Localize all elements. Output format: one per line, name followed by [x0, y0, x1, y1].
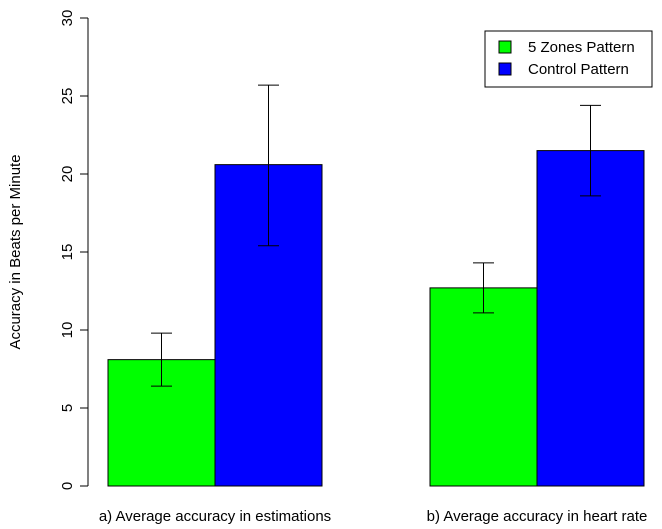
y-tick-label: 0	[59, 482, 76, 490]
y-tick-label: 20	[59, 166, 76, 183]
bar	[429, 287, 538, 487]
error-bars	[151, 84, 601, 387]
y-tick-label: 25	[59, 88, 76, 105]
legend-label: Control Pattern	[528, 61, 629, 78]
legend-swatch	[498, 40, 512, 54]
y-axis-title: Accuracy in Beats per Minute	[7, 154, 24, 349]
legend-swatch	[498, 62, 512, 76]
category-labels: a) Average accuracy in estimations b) Ave…	[99, 508, 648, 525]
category-label: a) Average accuracy in estimations	[99, 508, 331, 525]
bar	[536, 150, 645, 487]
y-axis: 0 5 10 15 20 25 30	[59, 10, 89, 490]
error-bar	[473, 262, 494, 314]
bars	[107, 150, 645, 487]
y-tick-label: 5	[59, 404, 76, 412]
y-tick-label: 10	[59, 322, 76, 339]
legend-label: 5 Zones Pattern	[528, 39, 635, 56]
y-tick-label: 15	[59, 244, 76, 261]
legend-item: Control Pattern	[498, 61, 629, 78]
legend: 5 Zones Pattern Control Pattern	[484, 30, 653, 88]
error-bar	[580, 104, 601, 197]
legend-box	[484, 30, 653, 88]
y-tick-label: 30	[59, 10, 76, 27]
category-label: b) Average accuracy in heart rate	[427, 508, 648, 525]
error-bar	[151, 332, 172, 387]
legend-item: 5 Zones Pattern	[498, 39, 635, 56]
error-bar	[258, 84, 279, 247]
